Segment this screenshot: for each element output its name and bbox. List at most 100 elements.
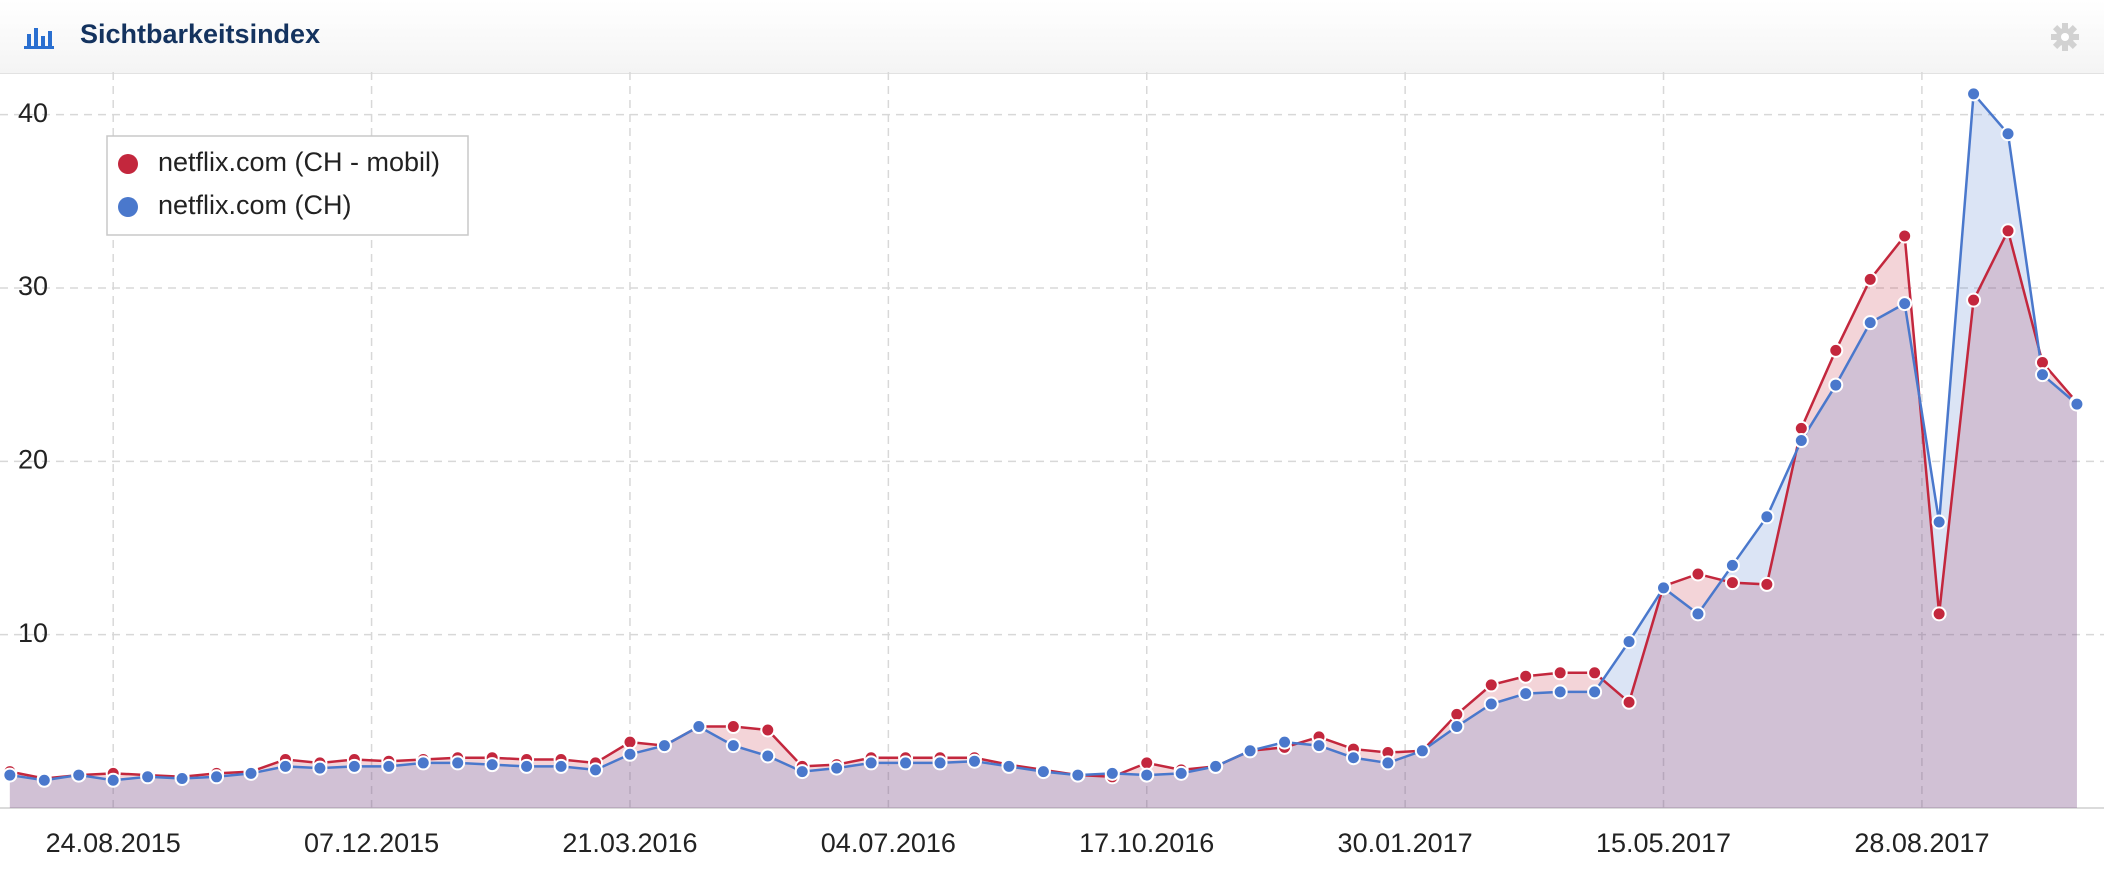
point [174,771,190,787]
point [622,746,638,762]
point [1139,755,1155,771]
point [1449,719,1465,735]
point [1552,684,1568,700]
point [1759,509,1775,525]
point [966,753,982,769]
point [415,755,431,771]
legend-marker [118,197,138,217]
widget-header: Sichtbarkeitsindex [0,0,2104,74]
area [9,93,2077,808]
point [691,719,707,735]
settings-icon[interactable] [2050,22,2080,52]
chart-icon [24,28,54,49]
point [898,755,914,771]
x-tick-label: 28.08.2017 [1854,828,1989,858]
x-tick-label: 07.12.2015 [304,828,439,858]
point [1483,696,1499,712]
x-tick-label: 24.08.2015 [46,828,181,858]
point [794,764,810,780]
point [381,758,397,774]
point [1104,765,1120,781]
x-tick-label: 04.07.2016 [821,828,956,858]
point [1690,606,1706,622]
point [1518,686,1534,702]
widget-title: Sichtbarkeitsindex [80,19,321,49]
point [1793,420,1809,436]
point [863,755,879,771]
point [1414,743,1430,759]
point [1862,271,1878,287]
point [1552,665,1568,681]
point [1656,580,1672,596]
point [519,758,535,774]
x-tick-label: 15.05.2017 [1596,828,1731,858]
area [9,230,2077,809]
point [760,722,776,738]
point [1966,86,1982,102]
point [2034,355,2050,371]
point [2000,223,2016,239]
point [1345,750,1361,766]
point [1449,706,1465,722]
point [1828,342,1844,358]
point [450,755,466,771]
point [2,767,18,783]
point [2034,367,2050,383]
point [1690,566,1706,582]
point [553,758,569,774]
point [1173,765,1189,781]
point [1001,758,1017,774]
point [760,748,776,764]
point [1208,758,1224,774]
point [829,760,845,776]
point [209,769,225,785]
point [36,772,52,788]
legend-label: netflix.com (CH - mobil) [158,147,440,177]
point [1724,557,1740,573]
point [656,738,672,754]
point [725,738,741,754]
y-tick-label: 10 [18,618,48,648]
y-tick-label: 30 [18,271,48,301]
point [622,734,638,750]
point [1621,634,1637,650]
point [1242,743,1258,759]
point [277,758,293,774]
point [725,719,741,735]
point [1828,377,1844,393]
point [1587,684,1603,700]
point [2000,126,2016,142]
point [1931,606,1947,622]
point [1277,734,1293,750]
point [105,772,121,788]
point [1380,755,1396,771]
point [484,757,500,773]
point [1724,575,1740,591]
legend-label: netflix.com (CH) [158,190,352,220]
x-tick-label: 30.01.2017 [1338,828,1473,858]
point [71,767,87,783]
point [346,758,362,774]
point [1793,433,1809,449]
point [932,755,948,771]
y-tick-label: 40 [18,98,48,128]
point [312,760,328,776]
point [1862,315,1878,331]
point [1518,668,1534,684]
point [1759,576,1775,592]
legend-box [106,135,469,236]
point [1931,514,1947,530]
point [1587,665,1603,681]
point [1621,694,1637,710]
point [140,769,156,785]
point [1311,738,1327,754]
point [1070,767,1086,783]
point [1035,764,1051,780]
point [1897,296,1913,312]
x-tick-label: 17.10.2016 [1079,828,1214,858]
point [1897,228,1913,244]
point [2069,396,2085,412]
y-tick-label: 20 [18,444,48,474]
